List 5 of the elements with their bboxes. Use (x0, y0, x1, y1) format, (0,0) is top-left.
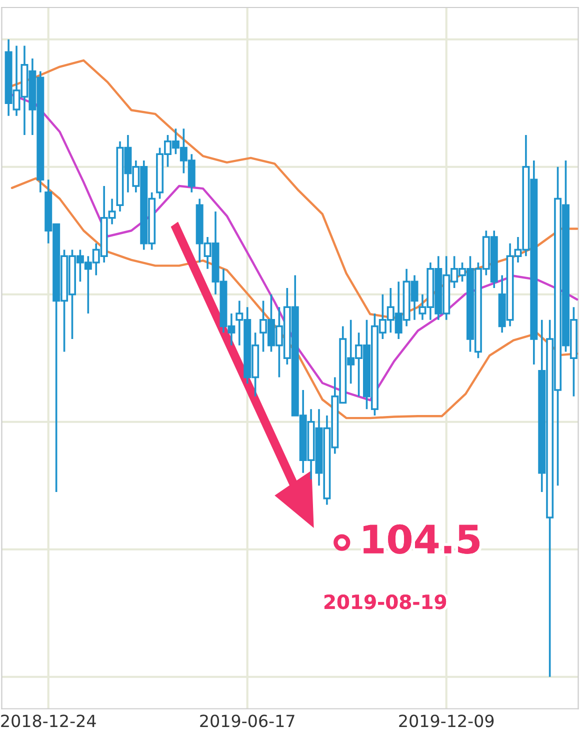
x-tick-label: 2018-12-24 (1, 714, 96, 728)
annotation: 104.5 (364, 524, 480, 554)
x-tick-label: 2019-06-17 (200, 714, 294, 728)
x-tick-label: 2019-12-09 (399, 714, 494, 728)
annotation: 2019-08-19 (324, 594, 446, 610)
